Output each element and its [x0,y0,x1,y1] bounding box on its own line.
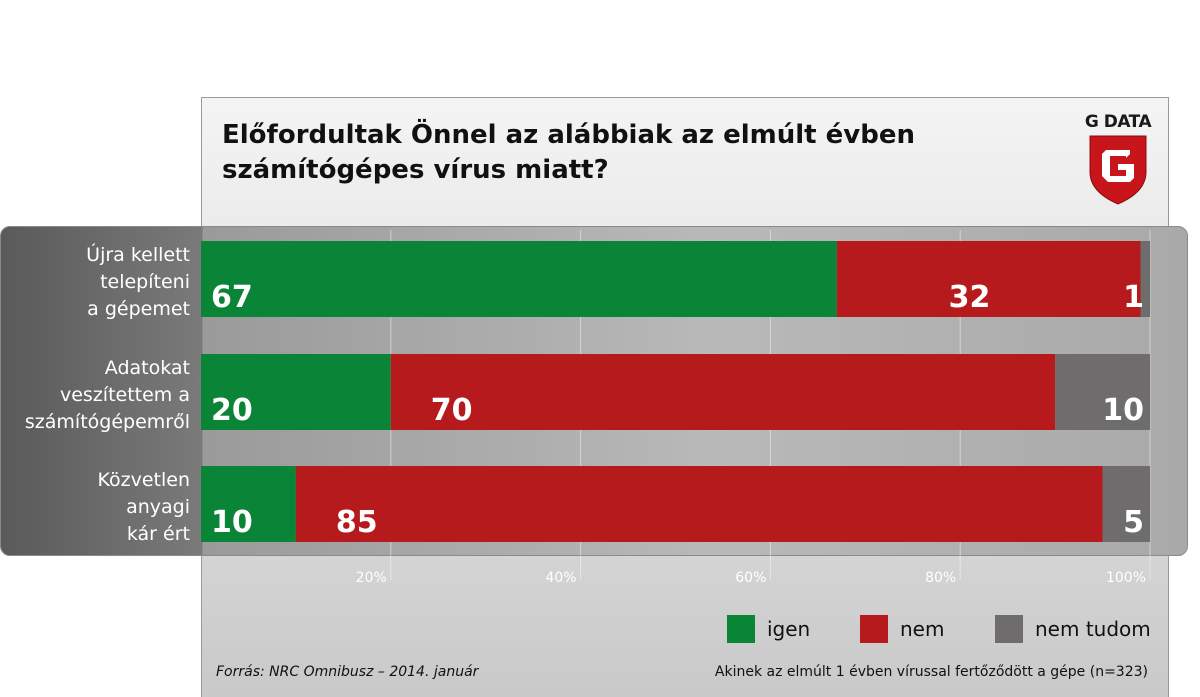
x-tick-label: 20% [356,570,387,586]
category-label-line: veszítettem a [60,384,190,406]
bar-nem [836,241,1141,317]
category-label: Közvetlen anyagi kár ért [97,469,190,545]
x-tick-label: 40% [545,570,576,586]
shield-icon [1089,135,1147,205]
category-labels: Újra kellett telepíteni a gépemet Adatokat v… [25,242,190,545]
legend-label-igen: igen [767,617,811,641]
bars [201,241,1150,542]
category-label-line: Adatokat [105,357,190,379]
legend-swatch-nem-tudom [995,615,1023,643]
bar-value-label: 85 [336,505,378,540]
category-label-line: a gépemet [87,298,190,320]
bar-nem-tudom [1102,466,1150,542]
bar-nem-tudom [1055,354,1150,430]
category-label: Adatokat veszítettem a számítógépemről [25,357,190,433]
legend-label-nem-tudom: nem tudom [1035,617,1151,641]
x-tick-label: 60% [735,570,766,586]
chart-title: Előfordultak Önnel az alábbiak az elmúlt… [222,118,982,188]
value-labels: 67 32 1 20 70 10 10 85 5 [211,280,1144,540]
category-label-line: kár ért [127,523,190,545]
bar-value-label: 1 [1123,280,1144,315]
legend-item-igen: igen [727,614,810,644]
logo-text: G DATA [1084,112,1152,132]
bar-value-label: 10 [1102,393,1144,428]
legend-swatch-igen [727,615,755,643]
legend-label-nem: nem [900,617,945,641]
legend-item-nem: nem [860,614,944,644]
x-tick-label: 80% [925,570,956,586]
category-label: Újra kellett telepíteni a gépemet [86,242,190,320]
bar-value-label: 10 [211,505,253,540]
bar-value-label: 5 [1123,505,1144,540]
bar-igen [201,354,391,430]
sample-note: Akinek az elmúlt 1 évben vírussal fertőz… [714,664,1148,680]
bar-nem-tudom [1140,241,1150,317]
bar-igen [201,466,296,542]
bar-nem [390,354,1056,430]
legend-swatch-nem [860,615,888,643]
chart-title-line1: Előfordultak Önnel az alábbiak az elmúlt… [222,120,915,150]
bar-value-label: 20 [211,393,253,428]
bar-value-label: 32 [949,280,991,315]
gdata-logo: G DATA [1082,112,1154,208]
category-label-line: Újra kellett [86,242,190,266]
category-label-line: Közvetlen [97,469,190,491]
x-tick-label: 100% [1106,570,1146,586]
x-axis-ticks: 20% 40% 60% 80% 100% [356,570,1146,586]
category-label-line: anyagi [126,496,190,518]
chart-title-line2: számítógépes vírus miatt? [222,155,609,185]
bar-nem [295,466,1103,542]
category-label-line: telepíteni [100,271,190,293]
bar-igen [201,241,837,317]
source-note: Forrás: NRC Omnibusz – 2014. január [216,664,479,680]
legend-item-nem-tudom: nem tudom [995,614,1151,644]
bar-value-label: 67 [211,280,253,315]
category-label-line: számítógépemről [25,411,190,433]
bar-value-label: 70 [431,393,473,428]
